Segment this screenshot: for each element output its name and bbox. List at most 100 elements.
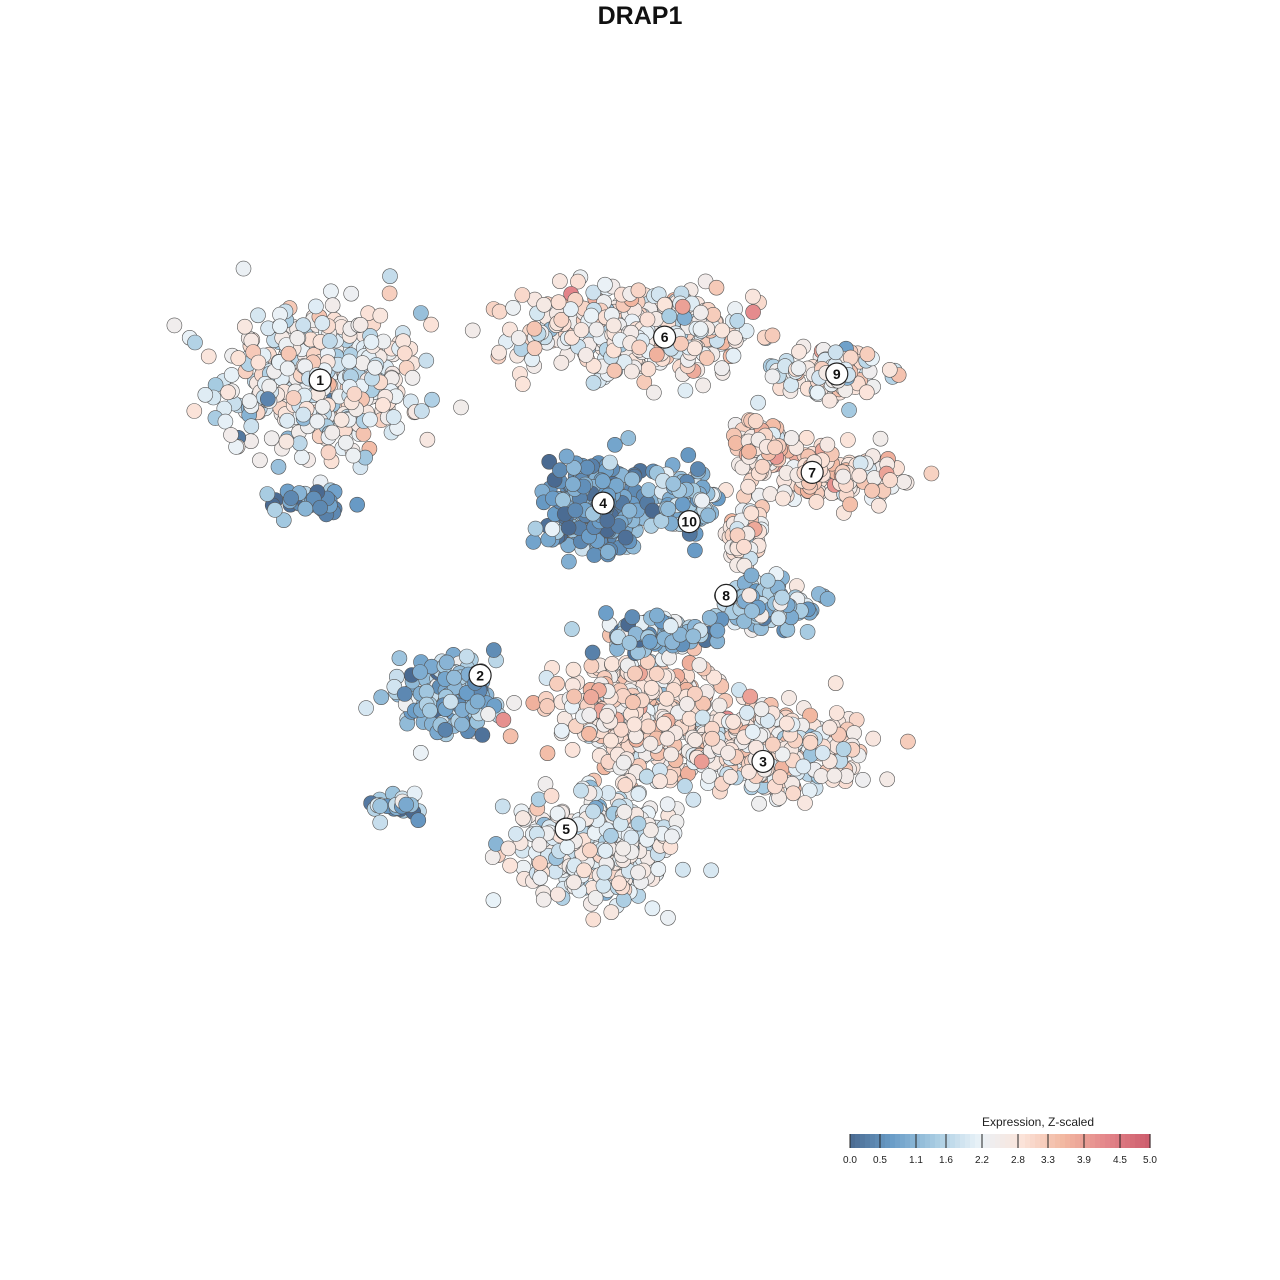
data-point [842, 496, 858, 513]
data-point [660, 909, 676, 926]
data-point [230, 350, 247, 366]
data-point [446, 669, 462, 686]
data-point [367, 359, 383, 376]
data-point [674, 496, 691, 513]
data-point [781, 690, 797, 706]
cluster-label-text: 2 [476, 667, 484, 683]
data-point [692, 321, 709, 337]
data-point [581, 725, 597, 742]
legend-color-step [955, 1134, 961, 1148]
legend-color-step [1095, 1134, 1101, 1148]
data-point [828, 705, 845, 721]
data-point [835, 741, 852, 757]
data-point [217, 413, 234, 430]
data-point [709, 622, 726, 639]
data-point [692, 304, 709, 321]
data-point [643, 680, 660, 696]
data-point [870, 497, 887, 514]
points-layer [166, 260, 940, 928]
data-point [708, 279, 725, 296]
data-point [783, 430, 800, 446]
legend-color-step [890, 1134, 896, 1148]
data-point [725, 347, 742, 364]
data-point [588, 321, 605, 338]
legend-color-step [1010, 1134, 1016, 1148]
data-point [659, 796, 676, 813]
data-point [774, 589, 790, 606]
data-point [625, 694, 641, 711]
data-point [663, 828, 680, 845]
data-point [362, 411, 378, 428]
legend-tick-label: 2.8 [1011, 1155, 1025, 1166]
data-point [604, 656, 620, 672]
data-point [289, 330, 306, 346]
data-point [739, 704, 755, 721]
data-point [742, 688, 759, 705]
legend-color-step [880, 1134, 886, 1148]
data-point [644, 900, 661, 917]
data-point [598, 605, 614, 621]
data-point [314, 398, 331, 415]
data-point [648, 346, 665, 363]
data-point [621, 502, 638, 519]
legend-color-step [1060, 1134, 1066, 1148]
data-point [616, 804, 633, 820]
data-point [855, 771, 871, 788]
data-point [285, 390, 302, 406]
data-point [638, 768, 655, 785]
data-point [235, 260, 252, 277]
data-point [764, 327, 781, 344]
data-point [391, 650, 408, 667]
data-point [566, 874, 582, 891]
data-point [166, 317, 183, 334]
data-point [419, 431, 436, 448]
data-point [694, 709, 711, 726]
data-point [566, 688, 582, 705]
legend-color-step [1055, 1134, 1061, 1148]
data-point [567, 502, 584, 519]
data-point [607, 436, 623, 453]
legend-color-step [940, 1134, 946, 1148]
cluster-label-text: 8 [722, 587, 730, 603]
cluster-label-1: 1 [308, 368, 332, 392]
data-point [751, 795, 767, 812]
legend-color-step [980, 1134, 986, 1148]
data-point [559, 839, 576, 855]
legend-color-step [1110, 1134, 1116, 1148]
legend-color-step [1140, 1134, 1146, 1148]
data-point [321, 333, 338, 349]
data-point [485, 642, 502, 658]
data-point [900, 733, 916, 750]
data-point [495, 712, 512, 728]
legend-color-step [1120, 1134, 1126, 1148]
data-point [345, 447, 362, 464]
data-point [813, 768, 830, 784]
chart-title: DRAP1 [597, 2, 683, 30]
legend-tick-label: 3.3 [1041, 1155, 1055, 1166]
data-point [858, 384, 875, 401]
legend-color-step [995, 1134, 1001, 1148]
data-point [586, 547, 603, 563]
data-point [821, 719, 838, 736]
legend-color-step [1080, 1134, 1086, 1148]
data-point [778, 715, 795, 732]
data-point [570, 273, 586, 290]
data-point [283, 490, 299, 506]
data-point [665, 475, 682, 492]
data-point [660, 501, 677, 517]
data-point [250, 307, 266, 324]
data-point [252, 452, 268, 469]
data-point [186, 403, 203, 419]
cluster-label-text: 6 [661, 329, 669, 345]
data-point [372, 814, 389, 831]
data-point [558, 448, 575, 465]
data-point [882, 472, 898, 488]
data-point [691, 657, 708, 673]
data-point [701, 768, 717, 784]
data-point [819, 436, 836, 453]
data-point [693, 753, 710, 770]
data-point [744, 724, 761, 740]
data-point [346, 386, 363, 402]
data-point [799, 624, 816, 640]
